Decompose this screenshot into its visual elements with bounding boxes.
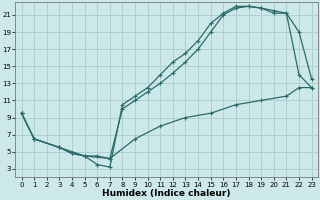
X-axis label: Humidex (Indice chaleur): Humidex (Indice chaleur) [102, 189, 231, 198]
